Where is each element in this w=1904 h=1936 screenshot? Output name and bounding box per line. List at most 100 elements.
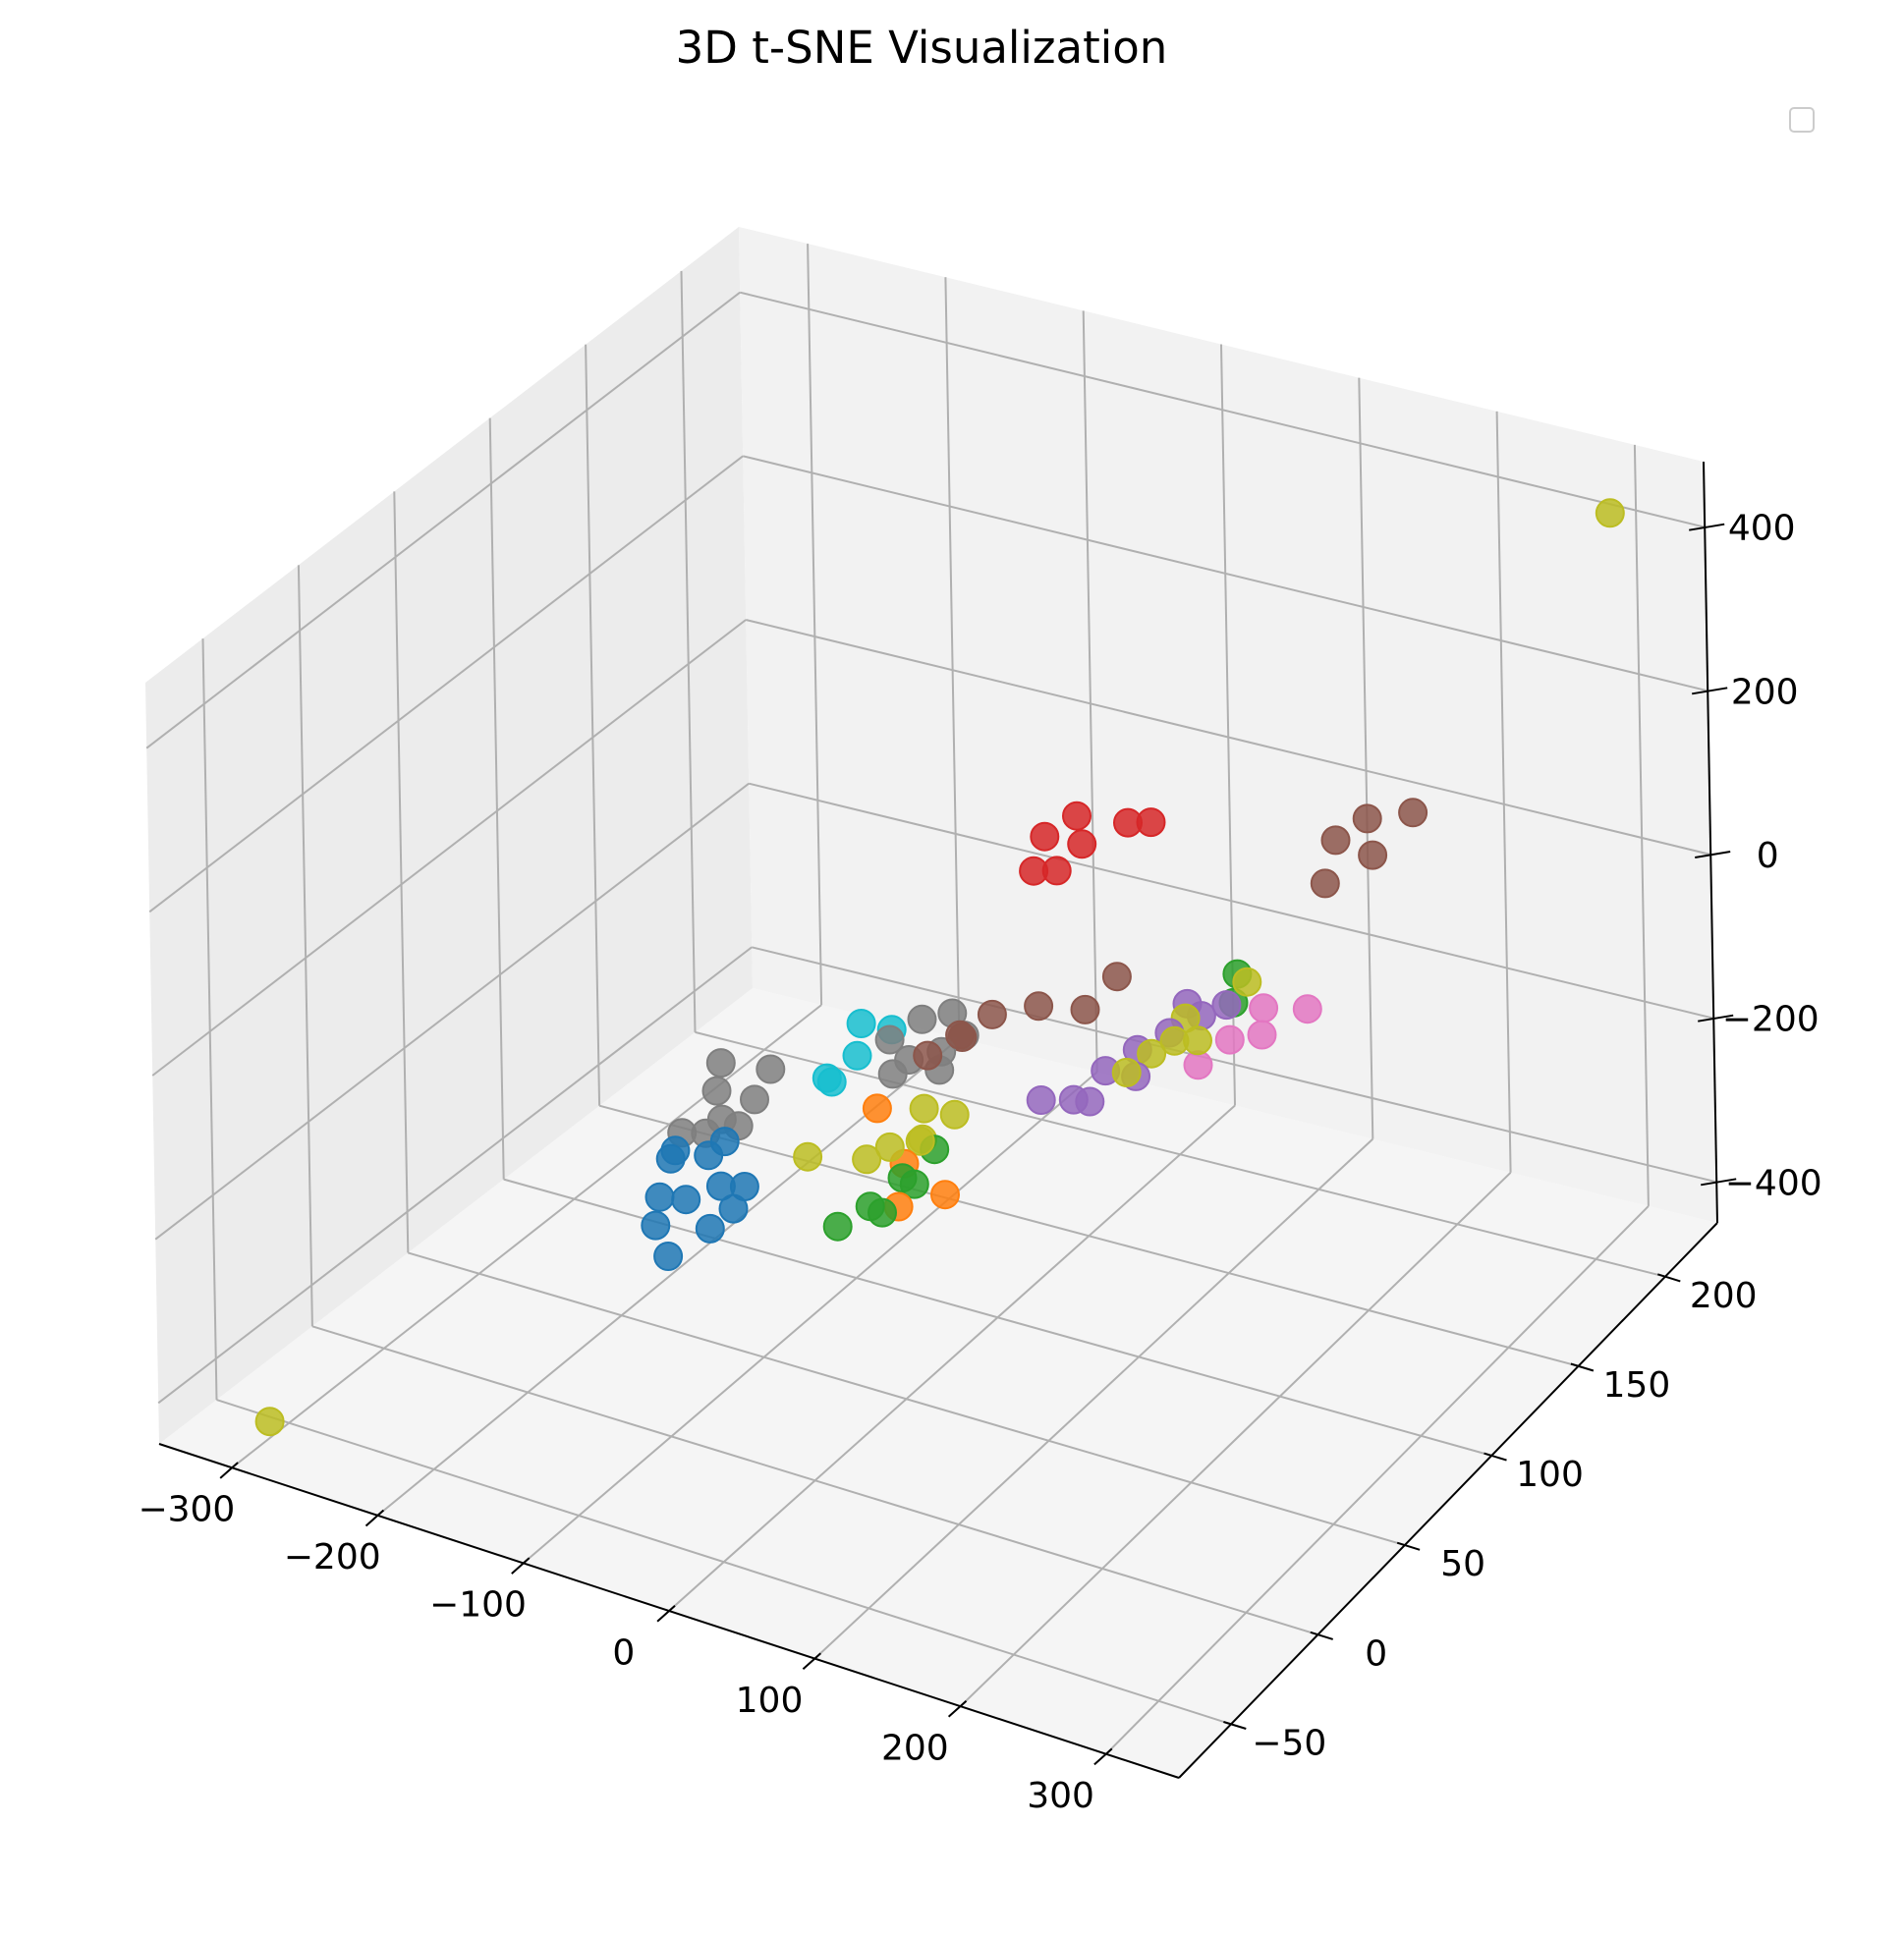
gridline-x-back <box>1082 310 1098 1073</box>
gridline-z-back <box>751 946 1717 1184</box>
gridline-y-floor <box>408 1251 1406 1547</box>
data-point <box>718 1193 749 1224</box>
gridline-x-back <box>1633 444 1650 1206</box>
data-point <box>852 1144 882 1175</box>
z-tick-mark <box>1689 523 1725 531</box>
data-point <box>1019 856 1049 886</box>
data-point <box>1183 1050 1213 1080</box>
axis-ticks: −300 −200 −100 0 100 200 300 −50 0 50 100 150 200 −40… <box>138 509 1821 1816</box>
y-tick-label: 150 <box>1603 1365 1671 1406</box>
y-tick-label: 0 <box>1365 1633 1387 1674</box>
data-point <box>1159 1025 1190 1056</box>
y-tick-mark <box>1396 1541 1421 1551</box>
gridline-z-back <box>745 619 1711 856</box>
gridline-x-back <box>1358 377 1374 1139</box>
data-point <box>842 1040 872 1071</box>
data-point <box>945 1020 976 1050</box>
z-tick-label: −400 <box>1725 1163 1822 1203</box>
data-point <box>1030 821 1060 852</box>
z-tick-mark <box>1701 1178 1737 1187</box>
data-point <box>793 1141 823 1172</box>
pane-left <box>145 227 753 1444</box>
y-tick-label: 50 <box>1440 1544 1485 1584</box>
y-tick-label: 200 <box>1690 1276 1758 1316</box>
data-point <box>660 1135 691 1166</box>
gridline-y-floor <box>598 1104 1579 1367</box>
data-point <box>909 1093 939 1124</box>
gridline-z-left <box>151 619 747 1077</box>
data-point <box>822 1211 853 1242</box>
data-point <box>1137 1038 1167 1069</box>
z-tick-mark <box>1698 1014 1734 1023</box>
x-tick-label: 200 <box>881 1728 949 1768</box>
data-point <box>905 1126 935 1156</box>
y-tick-mark <box>1657 1273 1681 1283</box>
gridline-z-left <box>145 291 741 749</box>
data-point <box>862 1093 892 1124</box>
data-point <box>695 1213 725 1244</box>
gridline-x-floor <box>523 1071 1098 1565</box>
z-tick-mark <box>1692 687 1728 695</box>
data-point <box>1398 798 1428 828</box>
data-point <box>756 1054 786 1084</box>
x-tick-mark <box>219 1462 239 1479</box>
data-point <box>846 1009 876 1038</box>
data-point <box>1113 807 1143 838</box>
data-point <box>930 1180 960 1210</box>
data-point <box>877 1059 908 1089</box>
data-point <box>1292 994 1322 1024</box>
gridline-x-floor <box>959 1172 1512 1707</box>
data-point <box>671 1185 701 1215</box>
y-axis-line <box>1178 1222 1718 1779</box>
z-axis-line <box>1703 461 1718 1224</box>
data-point <box>1070 994 1100 1024</box>
x-tick-mark <box>656 1604 676 1623</box>
data-point <box>1247 1020 1277 1050</box>
data-point <box>977 999 1007 1029</box>
y-tick-mark <box>1570 1362 1595 1372</box>
chart-title: 3D t-SNE Visualization <box>676 22 1168 74</box>
data-point <box>641 1210 671 1241</box>
data-point <box>653 1242 684 1271</box>
data-point <box>1232 967 1262 997</box>
z-tick-label: −200 <box>1722 1000 1820 1040</box>
data-point <box>1352 803 1382 834</box>
x-tick-label: 100 <box>736 1681 804 1721</box>
x-tick-label: 0 <box>612 1632 635 1673</box>
y-tick-label: −50 <box>1252 1724 1326 1764</box>
gridline-y-left <box>488 417 505 1180</box>
data-point <box>939 1099 970 1130</box>
data-point <box>1067 829 1097 859</box>
z-tick-mark <box>1695 851 1731 858</box>
data-point <box>705 1048 736 1079</box>
data-point <box>868 1197 897 1228</box>
y-tick-label: 100 <box>1516 1455 1584 1495</box>
z-tick-label: 0 <box>1757 836 1779 876</box>
data-point <box>816 1067 847 1097</box>
gridline-x-back <box>1495 411 1512 1173</box>
data-point <box>1211 990 1242 1021</box>
gridline-x-floor <box>1105 1205 1650 1755</box>
z-tick-label: 400 <box>1728 509 1796 549</box>
gridline-y-left <box>393 491 410 1253</box>
data-point <box>1024 991 1054 1022</box>
gridline-y-floor <box>695 1030 1666 1278</box>
y-tick-mark <box>1310 1631 1333 1640</box>
data-point <box>1062 801 1092 831</box>
gridline-z-back <box>739 291 1706 528</box>
data-point <box>1249 993 1279 1023</box>
gridline-y-left <box>297 565 313 1327</box>
data-point <box>899 1169 929 1199</box>
gridline-y-left <box>201 638 218 1401</box>
data-point <box>1310 868 1340 899</box>
data-point <box>1320 825 1351 856</box>
y-tick-mark <box>1484 1452 1507 1462</box>
gridline-x-back <box>944 277 961 1039</box>
gridline-z-back <box>748 782 1714 1020</box>
data-point <box>1595 498 1625 528</box>
data-point <box>907 1004 937 1034</box>
data-point <box>705 1171 736 1201</box>
x-tick-label: −100 <box>429 1585 527 1626</box>
pane-floor <box>159 988 1717 1778</box>
gridline-x-floor <box>668 1104 1236 1612</box>
